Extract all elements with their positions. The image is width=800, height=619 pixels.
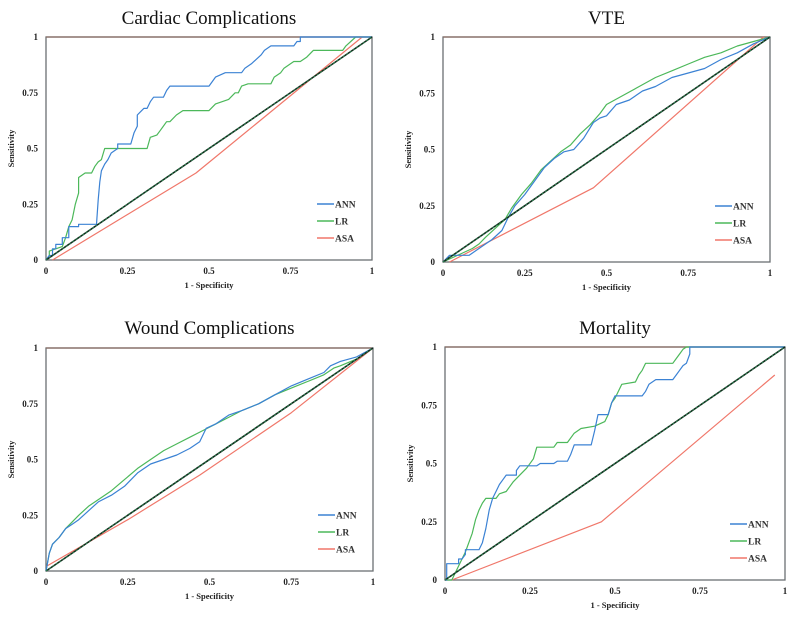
y-axis-label: Sensitivity bbox=[405, 444, 415, 483]
y-tick-label: 1 bbox=[431, 32, 436, 42]
y-tick-label: 0.75 bbox=[421, 400, 437, 410]
x-axis-label: 1 - Specificity bbox=[185, 591, 235, 601]
chart-title: VTE bbox=[588, 8, 625, 29]
legend-label-lr: LR bbox=[336, 529, 349, 539]
chart-panel-mortality: Mortality 0 0.25 0.5 0.75 1 0 0.25 0.5 0.75 1 1 - S… bbox=[405, 318, 788, 610]
y-tick-label: 0.25 bbox=[421, 517, 437, 527]
y-tick-label: 0 bbox=[34, 255, 39, 265]
x-tick-label: 0.25 bbox=[120, 577, 136, 587]
x-tick-label: 0.75 bbox=[283, 577, 299, 587]
y-tick-label: 1 bbox=[433, 342, 438, 352]
series-line-lr bbox=[442, 36, 771, 263]
y-tick-label: 0 bbox=[34, 566, 39, 576]
series-line-asa bbox=[449, 36, 764, 263]
y-tick-label: 0.5 bbox=[426, 459, 438, 469]
x-tick-label: 1 bbox=[783, 586, 788, 596]
x-tick-label: 0 bbox=[443, 586, 448, 596]
x-tick-label: 0.25 bbox=[120, 266, 136, 276]
y-tick-label: 0.75 bbox=[22, 88, 38, 98]
series-line-asa bbox=[45, 347, 374, 568]
series-line-asa bbox=[451, 374, 776, 581]
y-tick-label: 1 bbox=[34, 32, 39, 42]
chart-panel-cardiac-complications: Cardiac Complications 0 0.25 0.5 0.75 1 0 0.25 0… bbox=[6, 8, 375, 290]
legend-label-asa: ASA bbox=[335, 235, 354, 245]
legend-label-asa: ASA bbox=[748, 555, 767, 565]
series-line-lr bbox=[445, 346, 785, 581]
series-line-ann bbox=[45, 36, 372, 261]
legend: ANN LR ASA bbox=[317, 201, 356, 245]
legend-label-lr: LR bbox=[733, 220, 746, 230]
legend-label-lr: LR bbox=[748, 538, 761, 548]
series-line-lr bbox=[45, 347, 374, 572]
legend: ANN LR ASA bbox=[730, 521, 769, 565]
x-tick-label: 1 bbox=[768, 268, 773, 278]
y-tick-label: 0.5 bbox=[27, 144, 39, 154]
y-tick-label: 0.25 bbox=[22, 510, 38, 520]
y-tick-label: 0.25 bbox=[22, 199, 38, 209]
x-axis-label: 1 - Specificity bbox=[582, 282, 632, 292]
x-tick-label: 0 bbox=[44, 577, 49, 587]
x-tick-label: 0.5 bbox=[609, 586, 621, 596]
y-tick-label: 0.75 bbox=[22, 399, 38, 409]
legend-label-lr: LR bbox=[335, 218, 348, 228]
series-line-ann bbox=[445, 346, 785, 581]
x-tick-label: 0 bbox=[441, 268, 446, 278]
x-tick-label: 0.75 bbox=[692, 586, 708, 596]
y-tick-label: 0 bbox=[433, 575, 438, 585]
legend-label-ann: ANN bbox=[748, 521, 769, 531]
y-tick-label: 0 bbox=[431, 257, 436, 267]
x-tick-label: 0.25 bbox=[522, 586, 538, 596]
reference-diagonal-dash bbox=[444, 346, 786, 581]
x-tick-label: 0.25 bbox=[517, 268, 533, 278]
y-axis-label: Sensitivity bbox=[6, 129, 16, 168]
legend-label-ann: ANN bbox=[336, 512, 357, 522]
legend-label-ann: ANN bbox=[335, 201, 356, 211]
y-tick-label: 0.5 bbox=[424, 145, 436, 155]
chart-title: Wound Complications bbox=[125, 318, 295, 339]
x-tick-label: 0 bbox=[44, 266, 49, 276]
chart-title: Mortality bbox=[579, 318, 651, 339]
chart-title: Cardiac Complications bbox=[122, 8, 297, 29]
chart-panel-vte: VTE 0 0.25 0.5 0.75 1 0 0.25 0.5 0.75 1 1 - Specifi… bbox=[403, 8, 773, 292]
series-line-ann bbox=[442, 36, 771, 263]
y-axis-label: Sensitivity bbox=[6, 440, 16, 479]
legend: ANN LR ASA bbox=[318, 512, 357, 556]
legend-label-asa: ASA bbox=[336, 546, 355, 556]
y-axis-label: Sensitivity bbox=[403, 130, 413, 169]
legend-label-asa: ASA bbox=[733, 237, 752, 247]
y-tick-label: 0.5 bbox=[27, 455, 39, 465]
y-tick-label: 0.75 bbox=[419, 88, 435, 98]
series-line-ann bbox=[45, 347, 374, 572]
legend-label-ann: ANN bbox=[733, 203, 754, 213]
chart-panel-wound-complications: Wound Complications 0 0.25 0.5 0.75 1 0 0.25 0.5… bbox=[6, 318, 376, 601]
y-tick-label: 1 bbox=[34, 343, 39, 353]
x-axis-label: 1 - Specificity bbox=[590, 600, 640, 610]
x-axis-label: 1 - Specificity bbox=[184, 280, 234, 290]
series-line-lr bbox=[45, 36, 372, 261]
x-tick-label: 1 bbox=[370, 266, 375, 276]
reference-diagonal-line bbox=[442, 36, 771, 263]
x-tick-label: 0.75 bbox=[283, 266, 299, 276]
reference-diagonal-dash bbox=[45, 347, 374, 572]
x-tick-label: 0.75 bbox=[680, 268, 696, 278]
reference-diagonal-dash bbox=[45, 36, 373, 261]
x-tick-label: 0.5 bbox=[204, 577, 216, 587]
x-tick-label: 0.5 bbox=[601, 268, 613, 278]
x-tick-label: 0.5 bbox=[203, 266, 215, 276]
y-tick-label: 0.25 bbox=[419, 201, 435, 211]
x-tick-label: 1 bbox=[371, 577, 376, 587]
legend: ANN LR ASA bbox=[715, 203, 754, 247]
